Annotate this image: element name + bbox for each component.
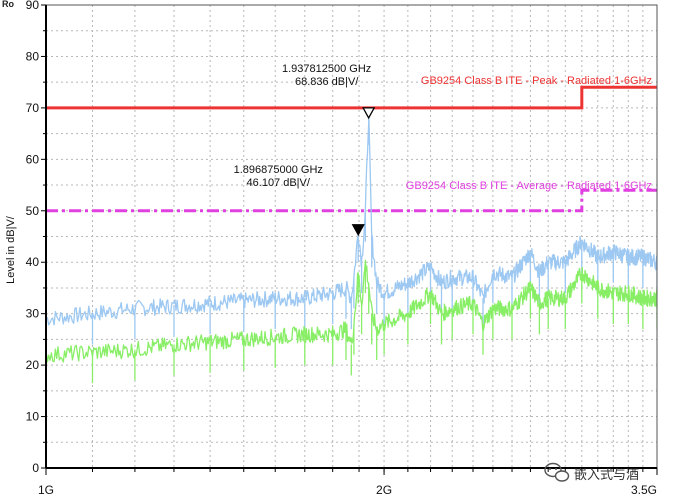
trace-line-1 <box>46 259 657 386</box>
marker-frequency-label: 1.937812500 GHz <box>282 63 371 75</box>
limit-lines <box>46 85 657 213</box>
marker-level-label: 68.836 dB|V/ <box>295 76 359 88</box>
markers: GB9254 Class B ITE - Peak - Radiated 1-6… <box>234 63 652 237</box>
watermark-text: 嵌入式与酒 <box>574 468 639 483</box>
marker-level-label: 46.107 dB|V/ <box>247 177 311 189</box>
marker-triangle <box>351 224 365 237</box>
marker-frequency-label: 1.896875000 GHz <box>234 164 323 176</box>
marker-triangle <box>362 107 376 120</box>
y-tick-label: 30 <box>26 307 40 321</box>
x-tick-label: 1G <box>38 483 54 497</box>
y-tick-label: 70 <box>26 101 40 115</box>
limit-line-label: GB9254 Class B ITE - Peak - Radiated 1-6… <box>421 75 652 87</box>
y-tick-label: 50 <box>26 204 40 218</box>
trace-series <box>46 113 657 386</box>
corner-label: Ro <box>2 0 14 9</box>
y-tick-label: 20 <box>26 358 40 372</box>
y-tick-label: 40 <box>26 255 40 269</box>
y-tick-label: 60 <box>26 152 40 166</box>
trace-line-0 <box>46 113 657 350</box>
limit-line-0 <box>46 85 657 110</box>
y-tick-label: 10 <box>26 410 40 424</box>
x-tick-label: 3.5G <box>631 483 657 497</box>
x-tick-label: 2G <box>376 483 392 497</box>
watermark: 嵌入式与酒 <box>544 462 639 483</box>
grid <box>46 5 657 468</box>
ticks: 0 10 20 30 40 50 60 70 80 90 1G 2G 3.5G <box>26 0 658 497</box>
y-tick-label: 80 <box>26 49 40 63</box>
limit-line-label: GB9254 Class B ITE - Average - Radiated … <box>406 180 652 192</box>
wechat-icon <box>544 462 570 482</box>
y-tick-label: 90 <box>26 0 40 12</box>
y-tick-label: 0 <box>32 461 39 475</box>
y-axis-title: Level in dB|V/ <box>5 215 17 284</box>
limit-line-1 <box>46 188 657 213</box>
